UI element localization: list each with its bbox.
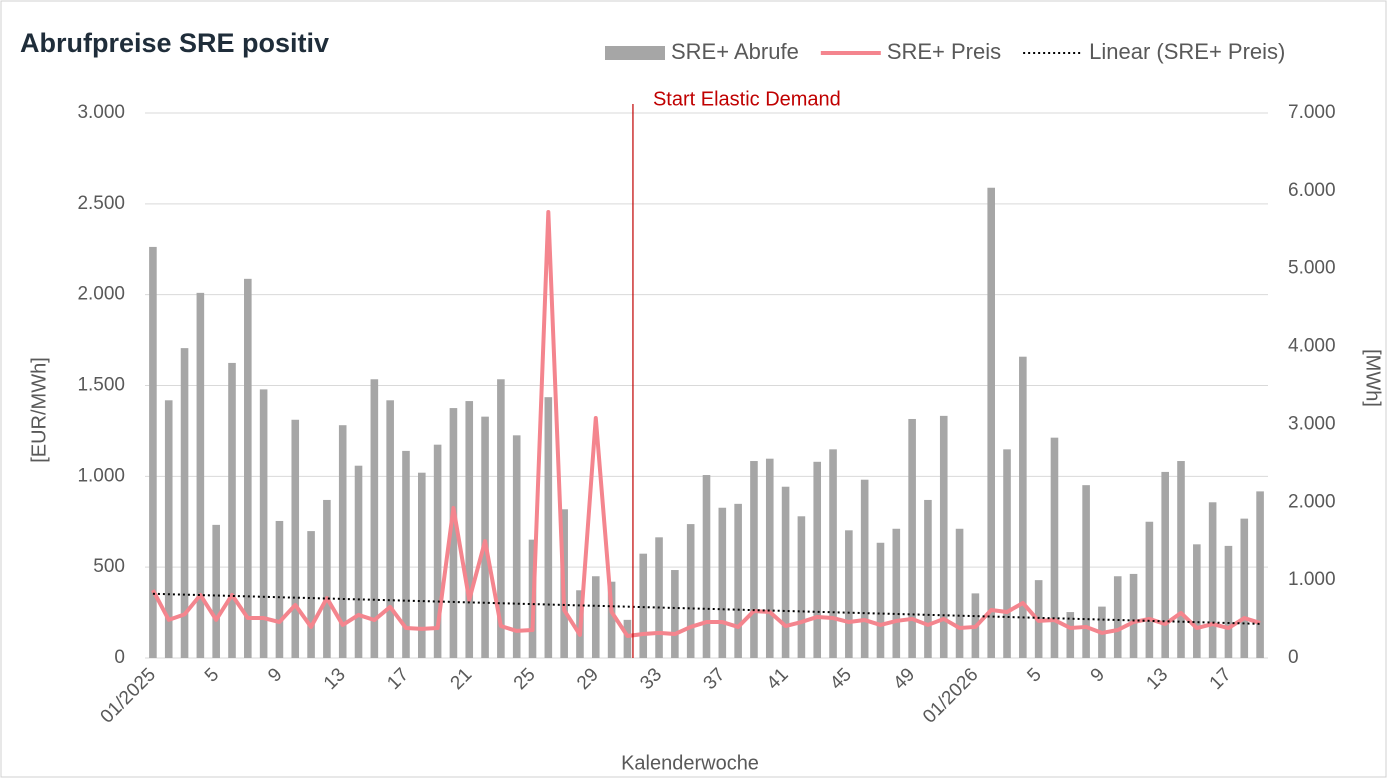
bar <box>1193 544 1201 658</box>
y-tick-label: 1.500 <box>77 375 125 396</box>
bar <box>955 528 964 658</box>
y2-tick-label: 2.000 <box>1288 491 1336 512</box>
bar <box>702 475 711 658</box>
bar <box>228 362 236 658</box>
bar <box>1161 471 1169 658</box>
bar <box>639 553 648 658</box>
bar <box>196 292 205 658</box>
bar <box>481 416 489 658</box>
y2-tick-label: 5.000 <box>1288 258 1336 279</box>
bar <box>1019 356 1027 658</box>
chart-title: Abrufpreise SRE positiv <box>20 28 329 58</box>
y-tick-label: 3.000 <box>77 102 125 123</box>
y2-axis-label: [MWh] <box>1362 349 1384 407</box>
bar <box>781 486 790 658</box>
bar <box>497 379 505 658</box>
bar <box>671 570 679 658</box>
bar <box>402 450 410 658</box>
bar <box>417 472 426 658</box>
bar <box>164 400 173 658</box>
bar <box>307 531 315 658</box>
bar <box>386 400 394 658</box>
bar <box>1113 576 1122 658</box>
bar <box>876 542 885 658</box>
y-tick-label: 2.500 <box>77 193 125 214</box>
bar <box>275 520 284 658</box>
y2-tick-label: 6.000 <box>1288 180 1336 201</box>
y-tick-label: 0 <box>114 647 125 668</box>
bar <box>180 348 189 658</box>
bar <box>939 415 948 658</box>
bar <box>259 389 268 658</box>
y2-tick-label: 4.000 <box>1288 336 1336 357</box>
bar <box>623 619 632 658</box>
line <box>151 210 1261 639</box>
bar <box>845 530 853 658</box>
legend-label: SRE+ Abrufe <box>671 39 799 64</box>
y-tick-label: 1.000 <box>77 465 125 486</box>
legend-swatch <box>605 46 665 60</box>
bar <box>465 401 474 658</box>
bar <box>607 581 616 658</box>
bar <box>765 458 774 658</box>
bar <box>892 528 901 658</box>
bar <box>1129 573 1138 658</box>
bar <box>544 397 553 658</box>
bar <box>686 524 695 658</box>
bar <box>338 425 347 658</box>
legend-label: Linear (SRE+ Preis) <box>1089 39 1285 64</box>
bar <box>370 379 379 658</box>
bar <box>1177 461 1185 658</box>
bar <box>1066 612 1075 658</box>
y2-tick-label: 3.000 <box>1288 413 1336 434</box>
y2-tick-label: 7.000 <box>1288 102 1336 123</box>
bar <box>1003 449 1011 658</box>
bar <box>1145 521 1154 658</box>
bar <box>924 499 932 658</box>
bar <box>829 449 837 658</box>
bar <box>813 461 822 658</box>
bar <box>433 444 442 658</box>
bar <box>750 461 758 658</box>
annotation: Start Elastic Demand <box>653 88 841 110</box>
bar <box>1240 518 1249 658</box>
bar <box>323 499 331 658</box>
bar <box>1224 545 1233 658</box>
legend-label: SRE+ Preis <box>887 39 1001 64</box>
x-axis-label: Kalenderwoche <box>621 752 759 774</box>
bar <box>512 435 521 658</box>
y-tick-label: 500 <box>93 556 125 577</box>
bar <box>354 465 363 658</box>
bar <box>1082 485 1090 658</box>
bar <box>449 408 458 658</box>
bar <box>291 419 300 658</box>
y-tick-label: 2.000 <box>77 284 125 305</box>
bar <box>797 516 806 658</box>
bar <box>1256 491 1264 658</box>
bar <box>1208 502 1217 658</box>
bar <box>987 187 996 658</box>
bar <box>212 524 220 658</box>
bar <box>244 278 252 658</box>
bar <box>908 418 916 658</box>
bar <box>655 537 663 658</box>
bar <box>734 503 742 658</box>
bar <box>860 479 869 658</box>
y-axis-label: [EUR/MWh] <box>28 357 50 463</box>
bar <box>591 576 600 658</box>
bar <box>718 507 727 658</box>
y2-tick-label: 0 <box>1288 647 1299 668</box>
bar <box>149 246 157 658</box>
bar <box>1050 437 1059 658</box>
y2-tick-label: 1.000 <box>1288 569 1336 590</box>
